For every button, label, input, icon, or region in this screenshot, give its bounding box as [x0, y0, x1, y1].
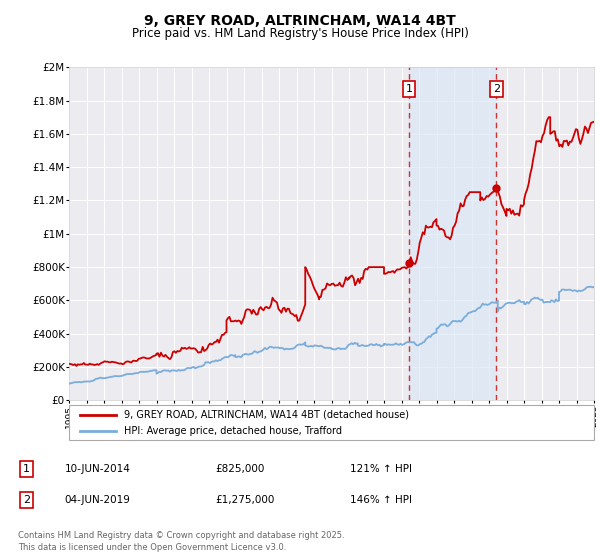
Text: Contains HM Land Registry data © Crown copyright and database right 2025.
This d: Contains HM Land Registry data © Crown c…	[18, 531, 344, 552]
Text: £1,275,000: £1,275,000	[216, 495, 275, 505]
Text: 2: 2	[493, 84, 500, 94]
Text: 9, GREY ROAD, ALTRINCHAM, WA14 4BT (detached house): 9, GREY ROAD, ALTRINCHAM, WA14 4BT (deta…	[124, 409, 409, 419]
Text: 10-JUN-2014: 10-JUN-2014	[64, 464, 130, 474]
Text: Price paid vs. HM Land Registry's House Price Index (HPI): Price paid vs. HM Land Registry's House …	[131, 27, 469, 40]
Text: 04-JUN-2019: 04-JUN-2019	[64, 495, 130, 505]
Text: 121% ↑ HPI: 121% ↑ HPI	[350, 464, 412, 474]
Text: 1: 1	[23, 464, 30, 474]
Text: 2: 2	[23, 495, 30, 505]
FancyBboxPatch shape	[69, 405, 594, 440]
Text: HPI: Average price, detached house, Trafford: HPI: Average price, detached house, Traf…	[124, 426, 342, 436]
Text: 1: 1	[406, 84, 413, 94]
Text: 9, GREY ROAD, ALTRINCHAM, WA14 4BT: 9, GREY ROAD, ALTRINCHAM, WA14 4BT	[144, 14, 456, 28]
Text: 146% ↑ HPI: 146% ↑ HPI	[350, 495, 412, 505]
Text: £825,000: £825,000	[216, 464, 265, 474]
Bar	[409, 67, 496, 400]
